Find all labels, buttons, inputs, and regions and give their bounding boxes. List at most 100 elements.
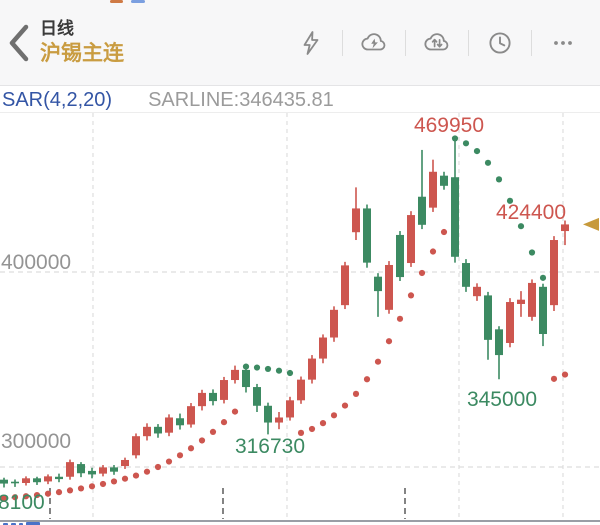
cloud-lightning-icon	[361, 32, 386, 50]
sar-dot-down	[253, 364, 261, 371]
candle-body	[319, 337, 327, 359]
chart-title: 日线 沪锡主连	[40, 19, 124, 66]
sar-dot-down	[517, 223, 525, 230]
candle-body	[462, 263, 470, 287]
toolbar-divider	[531, 29, 532, 56]
quick-trade-button[interactable]	[280, 15, 342, 71]
sar-dot-up	[121, 475, 129, 482]
candle-body	[286, 400, 294, 418]
sar-dot-up	[88, 483, 96, 490]
sar-dot-up	[231, 408, 239, 415]
sar-dot-up	[297, 429, 305, 436]
candle-body	[561, 224, 569, 232]
candle-body	[0, 479, 8, 484]
cloud-transfer-button[interactable]	[406, 15, 468, 71]
candle-body	[429, 171, 437, 208]
sar-dot-up	[319, 420, 327, 427]
candle-body	[88, 470, 96, 475]
toolbar-divider	[342, 29, 343, 56]
sar-dot-up	[143, 468, 151, 475]
cloud-trade-button[interactable]	[343, 15, 405, 71]
candle-body	[198, 392, 206, 407]
sar-dot-up	[55, 489, 63, 496]
more-button[interactable]	[532, 15, 594, 71]
clipped-glyph	[26, 522, 40, 525]
sar-dot-down	[484, 159, 492, 166]
candle-body	[154, 426, 162, 434]
candle-body	[374, 276, 382, 292]
clock-icon	[489, 31, 511, 54]
back-button[interactable]	[0, 13, 38, 73]
history-button[interactable]	[469, 15, 531, 71]
candle-body	[550, 240, 558, 306]
price-label: 316730	[235, 435, 305, 458]
sar-dot-up	[220, 419, 228, 426]
candle-body	[110, 467, 118, 472]
sar-dot-down	[473, 148, 481, 155]
candle-body	[451, 177, 459, 257]
sar-dot-down	[242, 363, 250, 370]
sar-dot-up	[352, 390, 360, 397]
last-price-arrow-icon	[583, 217, 599, 231]
sar-dot-up	[11, 494, 19, 501]
sar-dot-up	[209, 428, 217, 435]
candle-body	[396, 234, 404, 278]
clipped-glyph	[19, 523, 23, 525]
clipped-glyph	[3, 523, 8, 525]
price-label: 300000	[1, 430, 71, 453]
sar-dot-up	[22, 493, 30, 500]
header-bar: 日线 沪锡主连	[0, 0, 600, 86]
candle-body	[220, 380, 228, 400]
candle-body	[132, 436, 140, 456]
candle-body	[363, 208, 371, 263]
candle-body	[209, 392, 217, 402]
sar-dot-up	[33, 491, 41, 499]
sar-dot-down	[286, 369, 294, 377]
sar-dot-down	[528, 249, 536, 256]
candle-body	[418, 196, 426, 225]
candle-body	[242, 369, 250, 388]
candle-body	[539, 286, 547, 335]
toolbar-divider	[468, 29, 469, 56]
sar-dot-down	[495, 176, 503, 183]
candle-body	[231, 369, 239, 381]
sar-dot-up	[110, 478, 118, 485]
toolbar	[280, 0, 600, 85]
candle-body	[341, 265, 349, 306]
candle-body	[66, 462, 74, 477]
price-label: 400000	[1, 251, 71, 274]
period-label: 日线	[40, 19, 74, 39]
sar-dot-up	[132, 472, 140, 479]
candle-body	[264, 405, 272, 423]
sar-dot-up	[154, 463, 162, 471]
candle-body	[11, 481, 19, 484]
sar-dot-down	[539, 274, 547, 281]
ellipsis-icon	[554, 40, 572, 45]
candle-body	[121, 459, 129, 467]
sar-dot-down	[462, 140, 470, 147]
lightning-icon	[303, 30, 319, 55]
sar-dot-up	[418, 269, 426, 277]
candle-body	[473, 286, 481, 297]
candle-body	[297, 379, 305, 401]
candle-body	[308, 358, 316, 380]
sar-dot-up	[440, 228, 448, 236]
indicator-bar[interactable]: SAR(4,2,20) SARLINE:346435.81	[0, 86, 600, 113]
clipped-top-blue-element	[131, 0, 145, 3]
sar-dot-up	[429, 248, 437, 255]
candle-body	[385, 264, 393, 310]
candle-body	[165, 417, 173, 433]
sar-dot-up	[99, 480, 107, 488]
cloud-transfer-icon	[424, 32, 449, 50]
sar-dot-up	[374, 358, 382, 365]
sar-dot-up	[0, 495, 8, 502]
indicator-name[interactable]: SAR(4,2,20)	[2, 89, 113, 111]
candle-body	[495, 329, 503, 356]
indicator-value: SARLINE:346435.81	[148, 89, 334, 111]
sar-dot-up	[198, 437, 206, 444]
back-chevron-icon	[9, 24, 29, 61]
clipped-glyph	[11, 523, 16, 525]
candle-body	[55, 476, 63, 480]
candle-body	[176, 418, 184, 426]
